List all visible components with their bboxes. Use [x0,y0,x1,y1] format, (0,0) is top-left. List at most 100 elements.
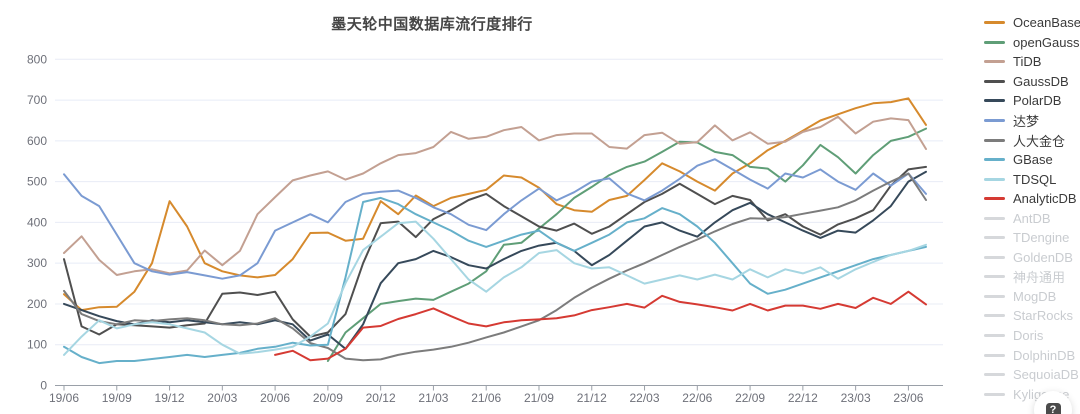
y-axis-label: 700 [27,93,47,107]
legend-item[interactable]: openGauss [984,33,1080,53]
legend-label: DolphinDB [1013,347,1076,363]
legend-label: SequoiaDB [1013,367,1079,383]
legend-label: AntDB [1013,210,1051,226]
legend-label: 神舟通用 [1013,270,1066,286]
legend-line-icon [984,60,1005,64]
legend-label: StarRocks [1013,308,1073,324]
legend-item[interactable]: SequoiaDB [984,365,1080,385]
x-axis-label: 21/06 [471,391,501,405]
series-line[interactable] [63,158,927,280]
legend-line-icon [984,197,1005,201]
series-line[interactable] [63,170,927,350]
legend-line-icon [984,373,1005,377]
legend-line-icon [984,314,1005,318]
legend-label: PolarDB [1013,93,1062,109]
x-axis-label: 20/03 [207,391,237,405]
legend-line-icon [984,255,1005,259]
y-axis-label: 300 [27,256,47,270]
x-axis-label: 20/09 [313,391,343,405]
legend-label: Doris [1013,328,1044,344]
y-axis-label: 100 [27,338,47,352]
legend-item[interactable]: TDengine [984,228,1080,248]
legend: OceanBase openGauss TiDB GaussDB PolarDB 达梦人大… [984,13,1080,404]
x-axis-label: 21/09 [524,391,554,405]
x-axis-label: 22/09 [735,391,765,405]
gridlines [55,58,943,346]
x-axis-label: 19/06 [49,391,79,405]
legend-line-icon [984,158,1005,162]
legend-item[interactable]: StarRocks [984,306,1080,326]
legend-label: 达梦 [1013,114,1040,129]
y-axis-label: 500 [27,175,47,189]
legend-line-icon [984,177,1005,181]
legend-item[interactable]: 达梦 [984,111,1080,131]
legend-item[interactable]: OceanBase [984,13,1080,33]
x-axis-label: 20/12 [366,391,396,405]
legend-label: GaussDB [1013,73,1069,89]
legend-label: TDengine [1013,230,1070,246]
legend-item[interactable]: TiDB [984,52,1080,72]
series-line[interactable] [63,196,927,365]
legend-line-icon [984,353,1005,357]
legend-label: TiDB [1013,54,1042,70]
legend-item[interactable]: DolphinDB [984,345,1080,365]
y-axis-label: 200 [27,297,47,311]
series-line[interactable] [63,172,927,362]
legend-item[interactable]: 人大金仓 [984,130,1080,150]
legend-line-icon [984,119,1005,122]
legend-line-icon [984,392,1005,396]
series-line[interactable] [63,220,927,356]
legend-line-icon [984,275,1005,279]
series-line[interactable] [63,115,927,276]
x-axis-label: 20/06 [260,391,290,405]
legend-item[interactable]: PolarDB [984,91,1080,111]
series-line[interactable] [63,97,927,312]
x-axis-label: 22/03 [630,391,660,405]
help-button[interactable]: ? [1034,391,1072,414]
legend-label: TDSQL [1013,171,1057,187]
help-icon: ? [1045,402,1061,414]
x-axis-label: 22/06 [682,391,712,405]
legend-label: openGauss [1013,34,1080,50]
legend-line-icon [984,99,1005,103]
legend-line-icon [984,294,1005,298]
x-axis-label: 19/09 [102,391,132,405]
x-axis-label: 23/06 [893,391,923,405]
legend-line-icon [984,334,1005,338]
legend-line-icon [984,138,1005,142]
x-axis-label: 19/12 [155,391,185,405]
series-line[interactable] [63,165,927,338]
series-lines [63,97,927,365]
legend-item[interactable]: AnalyticDB [984,189,1080,209]
legend-line-icon [984,40,1005,44]
x-axis-label: 22/12 [788,391,818,405]
y-axis-label: 0 [40,379,47,393]
legend-line-icon [984,236,1005,240]
legend-line-icon [984,216,1005,220]
legend-label: AnalyticDB [1013,191,1077,207]
legend-label: GoldenDB [1013,249,1073,265]
y-axis-label: 800 [27,52,47,66]
y-axis-labels: 0 100 200 300 400 500 600 700 800 [27,52,47,392]
x-axis: 19/06 19/09 19/12 20/03 20/06 20/09 20/12 21/03… [49,385,943,405]
legend-item[interactable]: 神舟通用 [984,267,1080,287]
x-axis-label: 21/12 [577,391,607,405]
legend-label: OceanBase [1013,15,1080,31]
legend-item[interactable]: MogDB [984,287,1080,307]
legend-label: MogDB [1013,288,1057,304]
chart-title: 墨天轮中国数据库流行度排行 [331,16,533,33]
legend-line-icon [984,21,1005,25]
x-axis-label: 21/03 [418,391,448,405]
legend-label: GBase [1013,152,1053,168]
legend-item[interactable]: TDSQL [984,169,1080,189]
legend-item[interactable]: AntDB [984,208,1080,228]
legend-item[interactable]: GBase [984,150,1080,170]
legend-item[interactable]: GoldenDB [984,248,1080,268]
legend-item[interactable]: Doris [984,326,1080,346]
series-line[interactable] [326,127,927,362]
legend-item[interactable]: GaussDB [984,72,1080,92]
series-line[interactable] [274,290,927,362]
legend-label: 人大金仓 [1013,133,1066,149]
